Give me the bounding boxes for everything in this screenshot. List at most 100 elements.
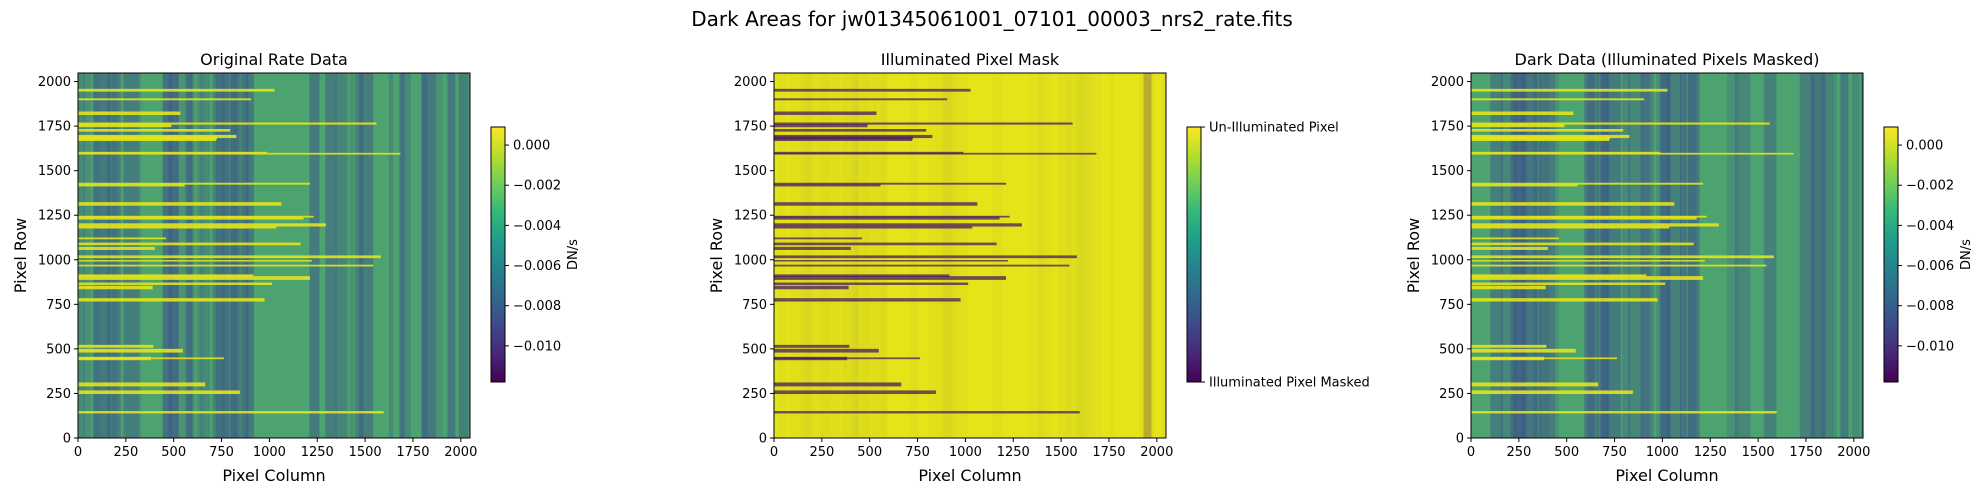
spectral-trace xyxy=(78,260,312,262)
vertical-band xyxy=(1811,73,1825,438)
spectral-trace xyxy=(1471,246,1548,250)
heatmap-image xyxy=(1471,73,1863,438)
x-tick-label: 0 xyxy=(1467,445,1475,460)
x-axis-label: Pixel Column xyxy=(918,466,1021,485)
spectral-trace xyxy=(78,356,152,361)
x-tick-label: 250 xyxy=(113,445,138,460)
y-tick-label: 250 xyxy=(1439,387,1464,402)
y-tick-label: 1500 xyxy=(38,164,71,179)
vertical-band xyxy=(399,73,405,438)
spectral-trace xyxy=(774,151,964,154)
spectral-trace xyxy=(78,122,377,125)
spectral-trace xyxy=(774,237,862,240)
spectral-trace xyxy=(774,285,849,290)
edge-streak xyxy=(1840,73,1849,438)
spectral-trace xyxy=(774,344,850,348)
spectral-trace xyxy=(774,382,902,387)
spectral-trace xyxy=(78,264,374,267)
heatmap-image xyxy=(774,73,1166,438)
spectral-trace xyxy=(774,122,1073,125)
spectral-trace xyxy=(1471,184,1578,187)
spectral-trace xyxy=(1471,98,1645,101)
spectral-trace xyxy=(1471,223,1719,227)
x-tick-label: 250 xyxy=(1506,445,1531,460)
spectral-trace xyxy=(1471,111,1574,115)
spectral-trace xyxy=(774,98,948,101)
spectral-trace xyxy=(774,202,978,206)
panel-mask: Illuminated Pixel Mask 0 250 500 750 1000 1250… xyxy=(707,50,1370,485)
spectral-trace xyxy=(78,348,183,353)
vertical-band xyxy=(1852,73,1860,438)
colorbar-tick-label: −0.008 xyxy=(513,299,561,314)
spectral-trace xyxy=(78,344,154,348)
spectral-trace xyxy=(78,184,185,187)
y-tick-label: 500 xyxy=(1439,342,1464,357)
panel-original: Original Rate Data 0 250 500 750 1000 1250 1500… xyxy=(11,50,581,485)
figure-title: Dark Areas for jw01345061001_07101_00003… xyxy=(691,7,1293,31)
y-tick-label: 2000 xyxy=(734,75,767,90)
x-tick-label: 750 xyxy=(905,445,930,460)
spectral-trace xyxy=(78,246,155,250)
y-tick-label: 1000 xyxy=(1431,253,1464,268)
spectral-trace xyxy=(78,136,217,140)
colorbar-tick-label: −0.010 xyxy=(1906,339,1954,354)
colorbar-gradient xyxy=(1186,126,1202,383)
spectral-trace xyxy=(78,151,268,154)
spectral-trace xyxy=(1471,260,1705,262)
vertical-band xyxy=(1820,73,1834,438)
colorbar-tick-label: −0.010 xyxy=(513,339,561,354)
x-tick-label: 1500 xyxy=(1742,445,1775,460)
vertical-band xyxy=(1861,73,1863,438)
y-tick-label: 500 xyxy=(46,342,71,357)
spectral-trace xyxy=(78,182,311,185)
colorbar-tick-label: −0.006 xyxy=(1906,259,1954,274)
spectral-trace xyxy=(774,111,877,115)
y-tick-label: 500 xyxy=(742,342,767,357)
vertical-band xyxy=(1097,73,1101,438)
x-tick-label: 1250 xyxy=(1694,445,1727,460)
spectral-trace xyxy=(1471,348,1576,353)
spectral-trace xyxy=(774,134,933,139)
spectral-trace xyxy=(774,136,913,140)
panel-title: Illuminated Pixel Mask xyxy=(881,50,1060,69)
spectral-trace xyxy=(774,223,1022,227)
vertical-band xyxy=(458,73,469,438)
spectral-trace xyxy=(774,276,1006,280)
spectral-trace xyxy=(1471,264,1767,267)
spectral-trace xyxy=(78,282,273,285)
colorbar-tick-label: −0.004 xyxy=(513,219,561,234)
y-tick-label: 2000 xyxy=(1431,75,1464,90)
y-tick-label: 250 xyxy=(46,387,71,402)
y-tick-label: 1000 xyxy=(38,253,71,268)
colorbar-gradient xyxy=(490,126,506,383)
spectral-trace xyxy=(78,111,181,115)
spectral-trace xyxy=(774,390,936,395)
panel-title: Original Rate Data xyxy=(200,50,348,69)
vertical-band xyxy=(1080,73,1096,438)
spectral-trace xyxy=(1471,226,1670,229)
spectral-trace xyxy=(1471,274,1647,278)
spectral-trace xyxy=(1471,276,1703,280)
x-tick-label: 1000 xyxy=(949,445,982,460)
x-tick-label: 250 xyxy=(809,445,834,460)
spectral-trace xyxy=(774,255,1077,259)
edge-streak xyxy=(447,73,456,438)
spectral-trace xyxy=(1471,237,1559,240)
y-axis-label: Pixel Row xyxy=(707,218,726,293)
x-tick-label: 1000 xyxy=(1646,445,1679,460)
spectral-trace xyxy=(1471,382,1599,387)
y-tick-label: 1250 xyxy=(38,209,71,224)
x-tick-label: 500 xyxy=(161,445,186,460)
spectral-trace xyxy=(1471,216,1697,220)
spectral-trace xyxy=(774,182,1007,185)
spectral-trace xyxy=(774,88,971,92)
colorbar-label: DN/s xyxy=(566,239,581,270)
x-tick-label: 2000 xyxy=(1837,445,1870,460)
y-tick-label: 1750 xyxy=(734,120,767,135)
spectral-trace xyxy=(78,390,240,395)
spectral-trace xyxy=(774,184,881,187)
vertical-band xyxy=(1076,73,1089,438)
vertical-band xyxy=(1161,73,1166,438)
y-tick-label: 750 xyxy=(742,298,767,313)
